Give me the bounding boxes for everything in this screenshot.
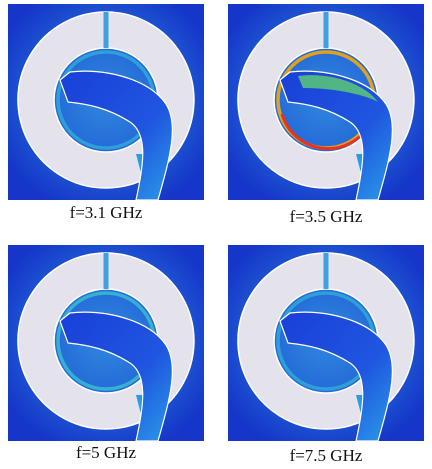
- panel-caption: f=3.5 GHz: [290, 207, 363, 226]
- panel: [228, 245, 424, 441]
- panel: [228, 4, 424, 200]
- panel-caption: f=5 GHz: [76, 443, 137, 462]
- panel-caption: f=7.5 GHz: [290, 446, 363, 465]
- panel: [8, 245, 204, 441]
- panel: [8, 4, 204, 200]
- figure: f=3.1 GHz f=3.5 GHz f=5 GHz f=7.5 GHz: [0, 0, 432, 469]
- panel-caption: f=3.1 GHz: [70, 203, 143, 222]
